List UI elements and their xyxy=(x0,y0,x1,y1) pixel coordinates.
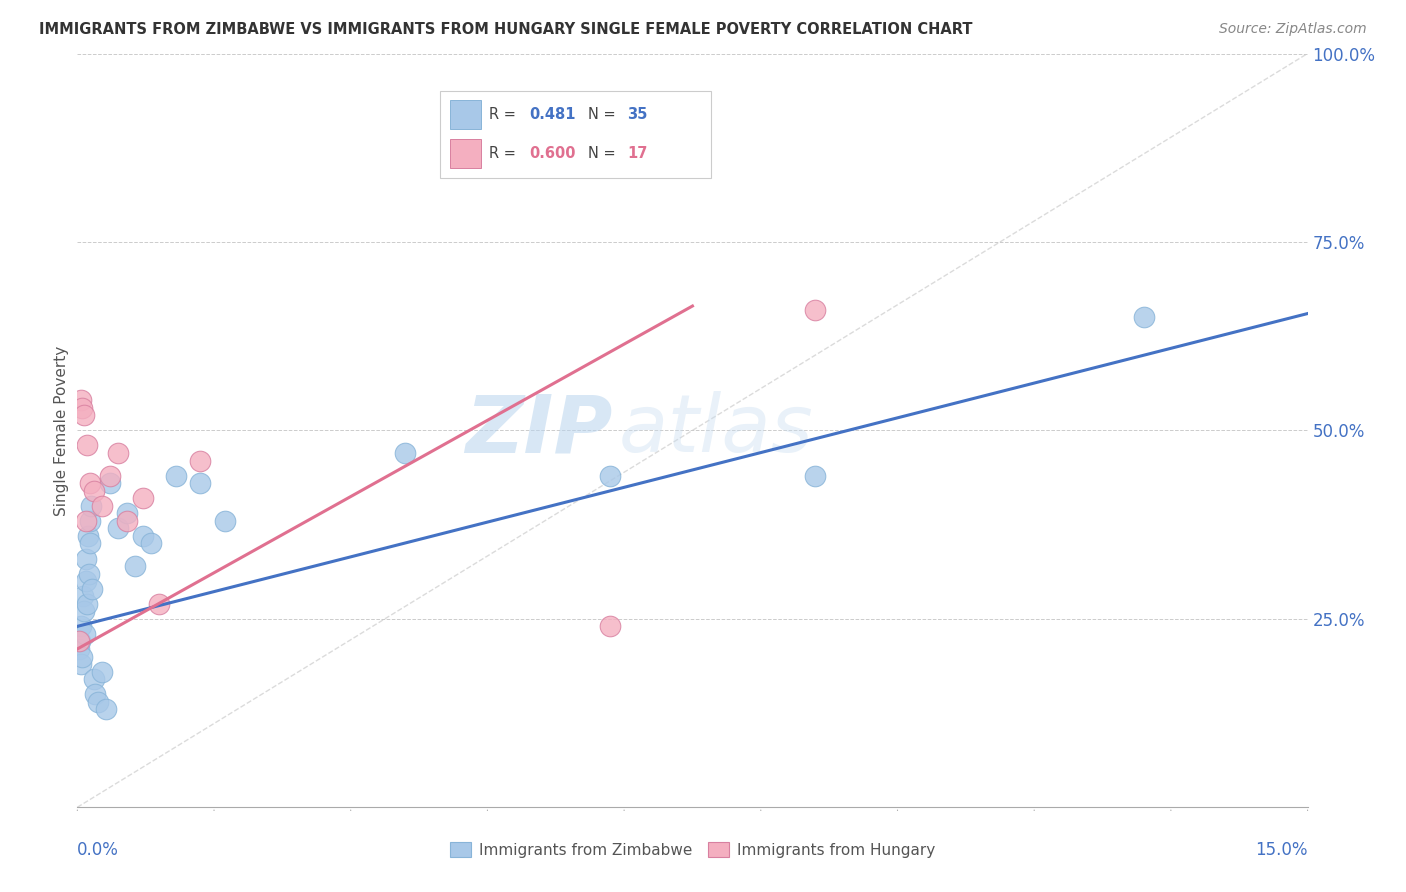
Point xyxy=(599,468,621,483)
Point xyxy=(87,695,110,709)
Point xyxy=(73,604,96,618)
Point xyxy=(67,634,90,648)
Point xyxy=(394,446,416,460)
Point xyxy=(72,589,94,603)
Point xyxy=(165,468,187,483)
Point xyxy=(75,551,97,566)
Point xyxy=(98,468,121,483)
Point xyxy=(70,401,93,415)
Point xyxy=(79,514,101,528)
Point xyxy=(84,687,107,701)
Text: 0.600: 0.600 xyxy=(529,146,575,161)
Point xyxy=(94,702,117,716)
Point xyxy=(115,506,138,520)
Point xyxy=(132,529,155,543)
Point xyxy=(107,521,129,535)
Point xyxy=(82,582,104,596)
Text: IMMIGRANTS FROM ZIMBABWE VS IMMIGRANTS FROM HUNGARY SINGLE FEMALE POVERTY CORREL: IMMIGRANTS FROM ZIMBABWE VS IMMIGRANTS F… xyxy=(39,22,973,37)
Point xyxy=(69,634,91,648)
Point xyxy=(148,597,170,611)
Point xyxy=(115,514,138,528)
Point xyxy=(90,499,114,513)
Text: N =: N = xyxy=(588,146,620,161)
Point xyxy=(70,649,93,664)
Text: 17: 17 xyxy=(627,146,648,161)
Point xyxy=(188,476,212,491)
Point xyxy=(80,499,103,513)
Point xyxy=(188,453,212,467)
Point xyxy=(77,566,100,581)
Point xyxy=(804,468,827,483)
Y-axis label: Single Female Poverty: Single Female Poverty xyxy=(53,345,69,516)
Text: R =: R = xyxy=(489,146,522,161)
Point xyxy=(141,536,163,550)
Point xyxy=(214,514,236,528)
Text: Source: ZipAtlas.com: Source: ZipAtlas.com xyxy=(1219,22,1367,37)
Point xyxy=(804,302,827,317)
Point xyxy=(70,619,93,633)
Text: ZIP: ZIP xyxy=(465,392,613,469)
Text: R =: R = xyxy=(489,107,522,122)
Text: 0.0%: 0.0% xyxy=(77,841,120,859)
Point xyxy=(107,446,129,460)
Point xyxy=(1132,310,1154,325)
Point xyxy=(79,536,101,550)
Point xyxy=(73,627,96,641)
Point xyxy=(79,476,101,491)
Point xyxy=(90,665,114,679)
Point xyxy=(69,657,91,671)
Text: 15.0%: 15.0% xyxy=(1256,841,1308,859)
Point xyxy=(75,574,97,589)
Point xyxy=(73,409,96,423)
FancyBboxPatch shape xyxy=(440,91,711,178)
Point xyxy=(98,476,121,491)
Point xyxy=(599,619,621,633)
FancyBboxPatch shape xyxy=(450,139,481,168)
Point xyxy=(76,597,98,611)
Point xyxy=(75,514,97,528)
Point xyxy=(132,491,155,506)
Text: 35: 35 xyxy=(627,107,648,122)
Point xyxy=(83,672,105,686)
Point xyxy=(124,559,146,574)
Point xyxy=(67,642,90,657)
Point xyxy=(69,393,91,408)
Point xyxy=(76,438,98,452)
Point xyxy=(77,529,100,543)
Text: N =: N = xyxy=(588,107,620,122)
Text: atlas: atlas xyxy=(619,392,814,469)
Point xyxy=(83,483,105,498)
Text: 0.481: 0.481 xyxy=(529,107,575,122)
Legend: Immigrants from Zimbabwe, Immigrants from Hungary: Immigrants from Zimbabwe, Immigrants fro… xyxy=(444,836,941,863)
FancyBboxPatch shape xyxy=(450,100,481,129)
